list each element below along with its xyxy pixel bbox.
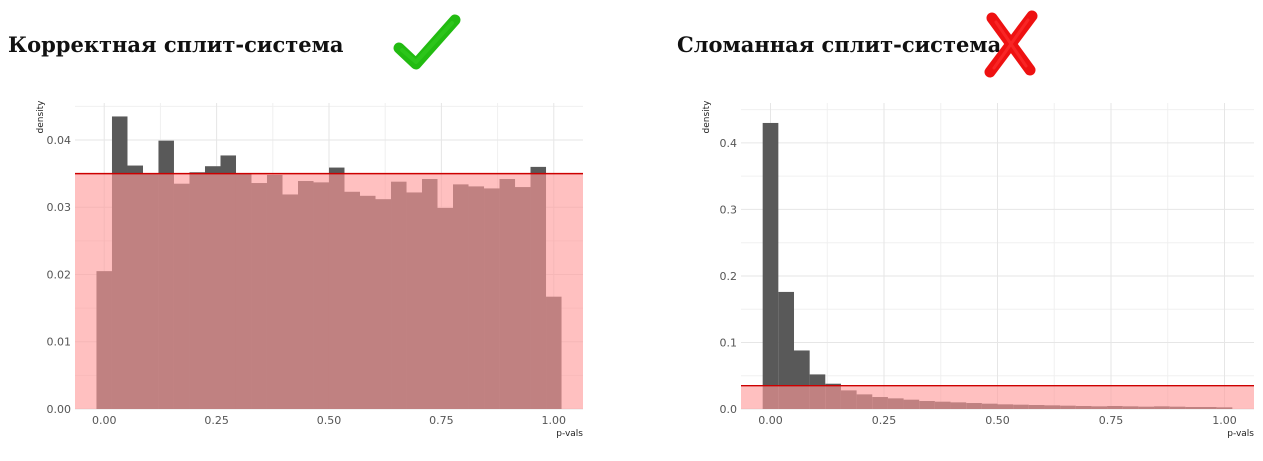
left-x-tick-label: 0.25 [204, 414, 229, 427]
left-panel-title: Корректная сплит-система [8, 32, 344, 57]
right-x-tick-label: 0.75 [1099, 414, 1124, 427]
right-x-tick-label: 0.00 [758, 414, 783, 427]
left-x-tick-label: 0.75 [429, 414, 454, 427]
left-x-tick-label: 0.50 [317, 414, 342, 427]
cross-mark-icon [984, 10, 1038, 78]
left-y-tick-label: 0.03 [47, 201, 72, 214]
left-histogram-chart: 0.00 0.01 0.02 0.03 0.04 0.00 0.25 0.50 0.75 1.00… [36, 100, 583, 439]
right-x-tick-label: 1.00 [1212, 414, 1237, 427]
left-y-tick-label: 0.01 [47, 336, 72, 349]
right-y-tick-label: 0.4 [720, 137, 738, 150]
left-x-tick-label: 1.00 [542, 414, 567, 427]
left-uniform-density-area [75, 173, 583, 409]
left-y-tick-label: 0.04 [47, 134, 72, 147]
left-y-axis-label: density [36, 100, 46, 134]
right-y-tick-label: 0.1 [720, 336, 738, 349]
right-x-tick-label: 0.25 [872, 414, 897, 427]
right-uniform-density-area [741, 385, 1254, 409]
right-histogram-bar [778, 291, 795, 409]
right-panel-title: Сломанная сплит-система [677, 32, 1002, 57]
left-y-tick-label: 0.02 [47, 268, 72, 281]
left-x-axis-label: p-vals [556, 429, 583, 439]
check-mark-icon [393, 14, 461, 70]
left-x-tick-label: 0.00 [92, 414, 117, 427]
right-x-tick-label: 0.50 [985, 414, 1010, 427]
right-y-tick-label: 0.2 [720, 270, 738, 283]
left-y-tick-label: 0.00 [47, 403, 72, 416]
right-histogram-bar [762, 122, 779, 410]
right-y-tick-label: 0.0 [720, 403, 738, 416]
right-x-axis-label: p-vals [1227, 429, 1254, 439]
right-y-tick-label: 0.3 [720, 203, 738, 216]
right-y-axis-label: density [702, 100, 712, 134]
